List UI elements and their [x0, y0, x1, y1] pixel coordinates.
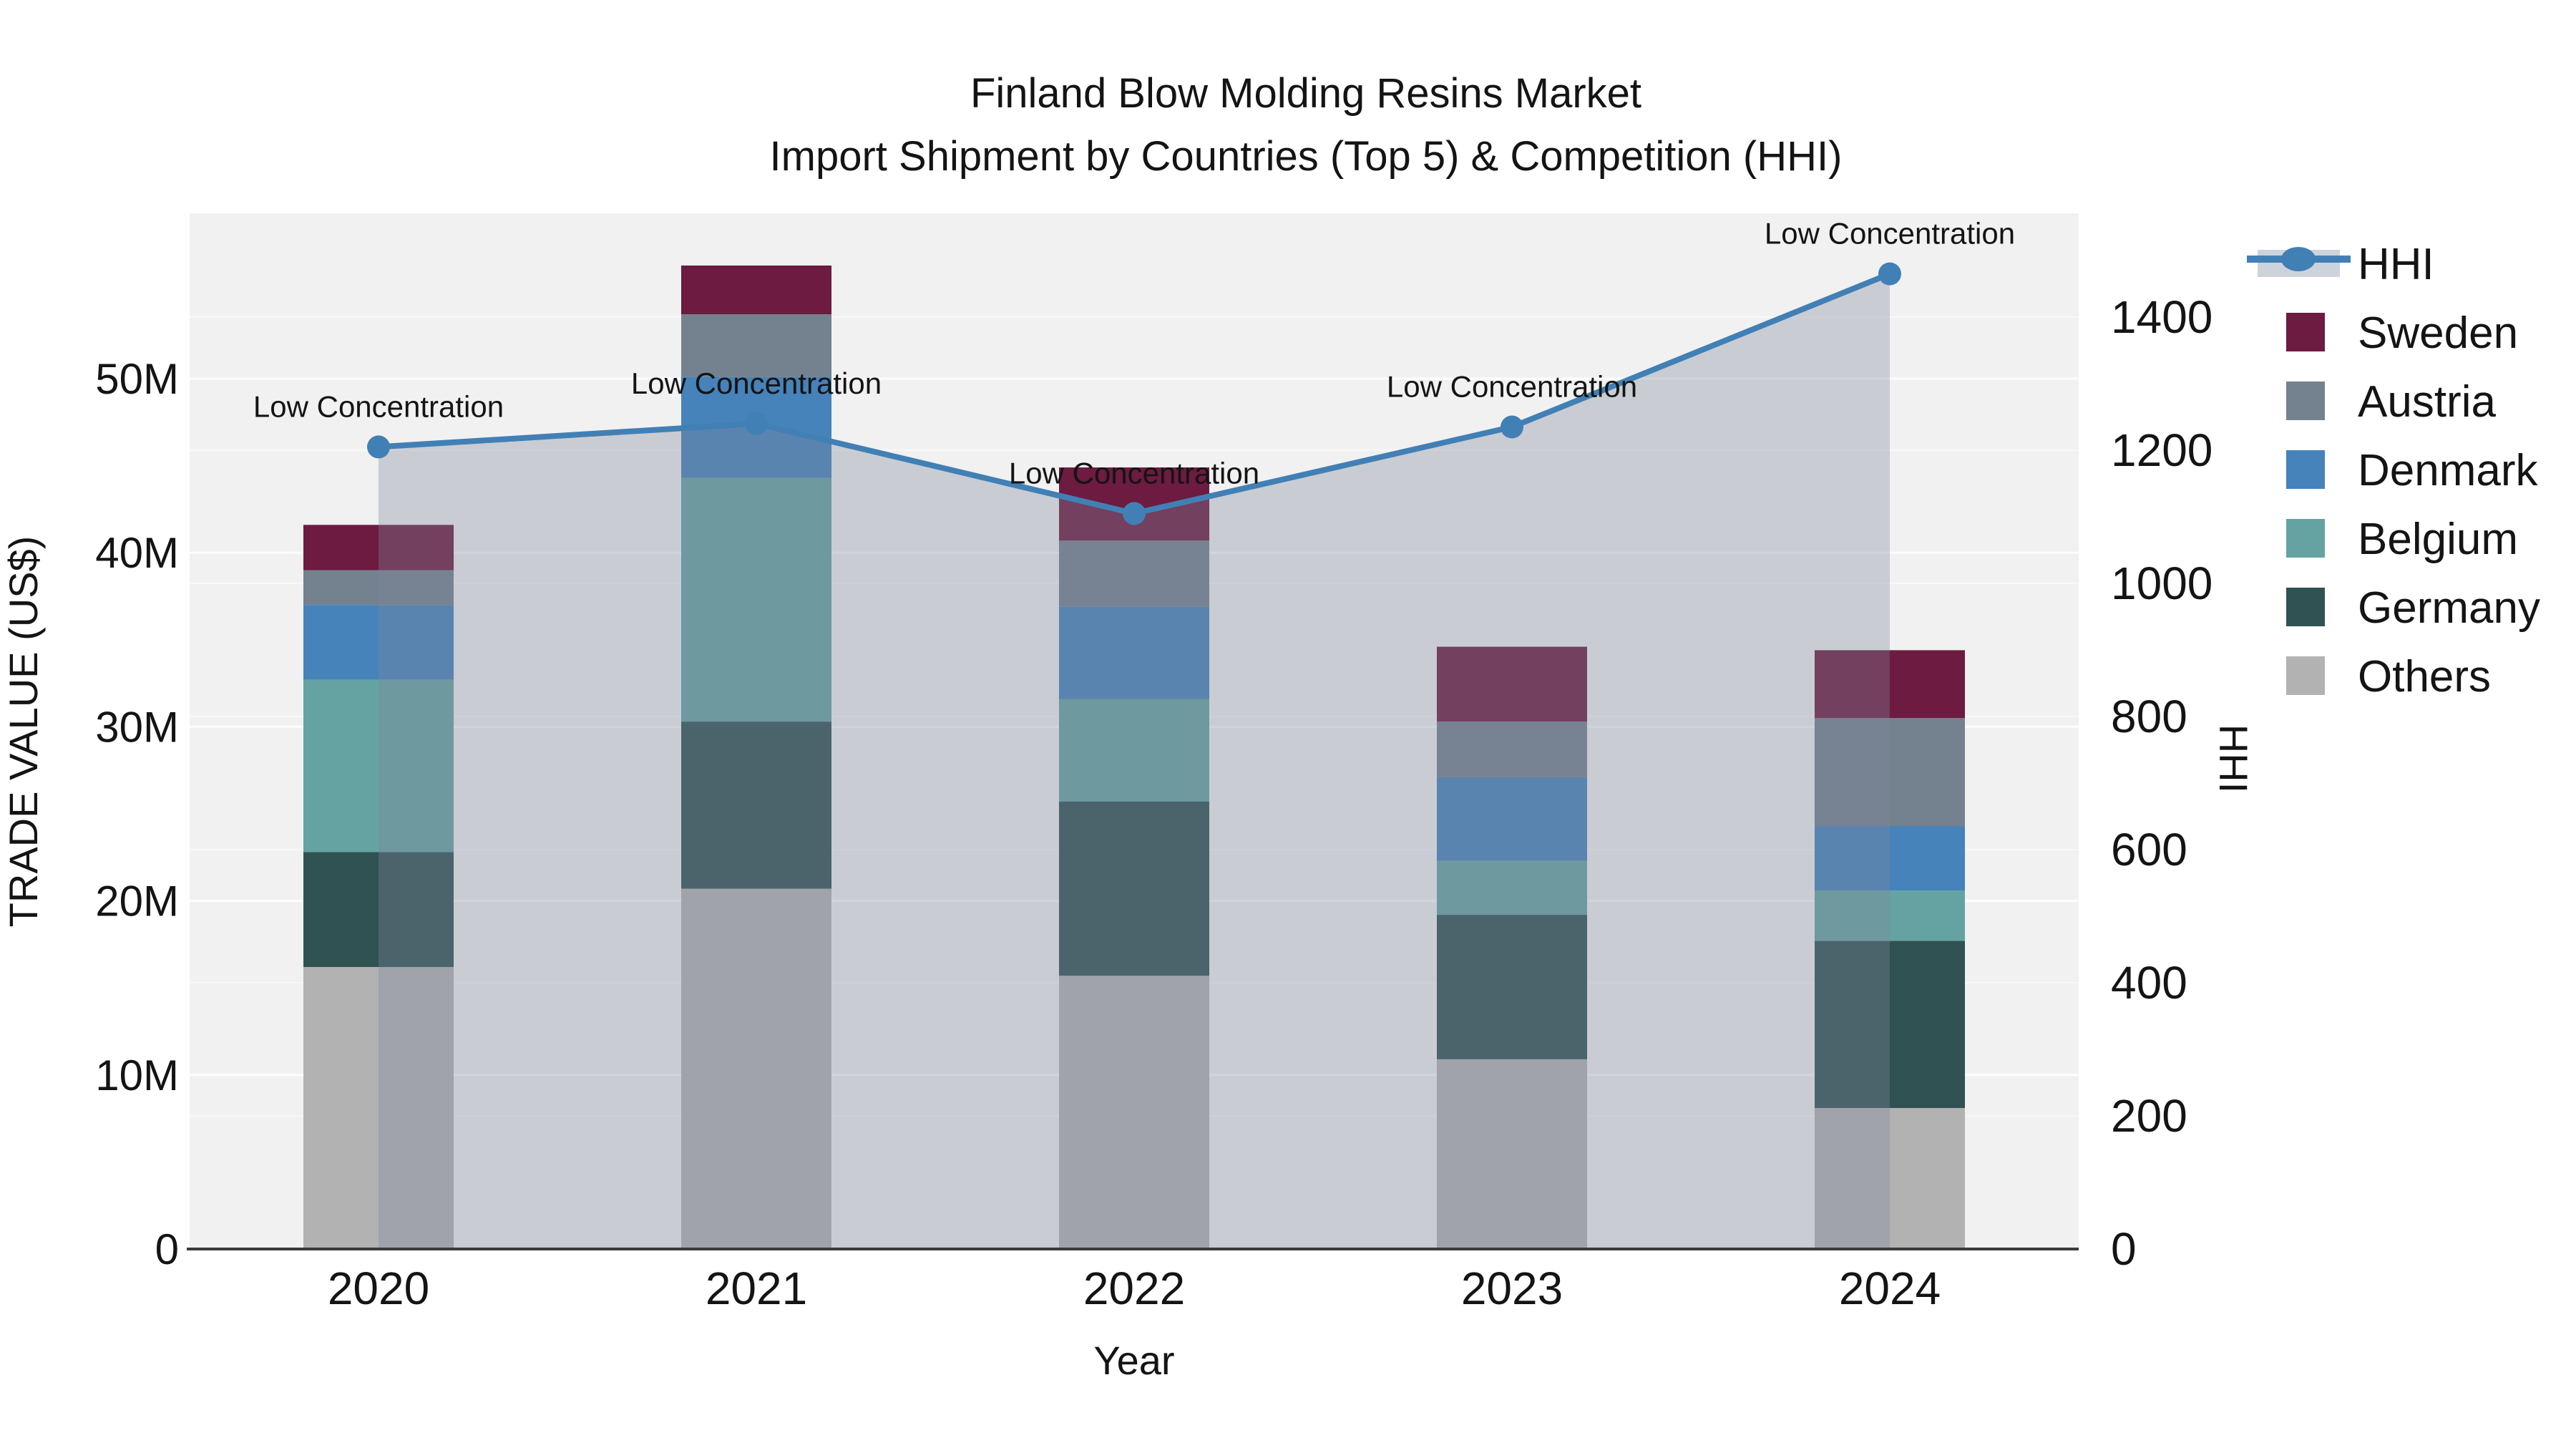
bar-segment-sweden-2024 — [1815, 650, 1965, 719]
bar-segment-austria-2023 — [1437, 721, 1587, 777]
bar-segment-belgium-2024 — [1815, 890, 1965, 941]
y-right-tick-label: 800 — [2111, 691, 2187, 742]
hhi-area — [379, 273, 1890, 1249]
legend-label-others: Others — [2358, 652, 2491, 701]
bar-segment-germany-2024 — [1815, 941, 1965, 1109]
legend-label-austria: Austria — [2358, 377, 2496, 427]
legend-label-sweden: Sweden — [2358, 308, 2518, 358]
bar-segment-others-2022 — [1059, 976, 1209, 1249]
x-tick-label: 2020 — [328, 1263, 429, 1314]
legend-swatch-germany — [2286, 588, 2325, 626]
legend-item-hhi: HHI — [2247, 240, 2434, 289]
bar-segment-belgium-2020 — [303, 679, 454, 852]
legend-label-hhi: HHI — [2358, 240, 2434, 289]
bar-segment-belgium-2023 — [1437, 860, 1587, 915]
y-left-tick-label: 50M — [95, 355, 179, 403]
bar-segment-germany-2021 — [681, 721, 831, 889]
legend-label-denmark: Denmark — [2358, 446, 2539, 495]
bar-segment-others-2020 — [303, 967, 454, 1249]
bar-segment-denmark-2023 — [1437, 777, 1587, 861]
bar-segment-denmark-2020 — [303, 605, 454, 680]
bar-segment-sweden-2021 — [681, 265, 831, 315]
annotation-low-concentration-2022: Low Concentration — [1009, 456, 1259, 490]
bar-segment-austria-2020 — [303, 570, 454, 606]
bar-segment-sweden-2020 — [303, 525, 454, 570]
legend-swatch-austria — [2286, 382, 2325, 420]
y-left-tick-label: 0 — [155, 1225, 179, 1273]
bar-segment-others-2021 — [681, 888, 831, 1249]
legend-swatch-sweden — [2286, 313, 2325, 351]
x-tick-label: 2023 — [1461, 1263, 1563, 1314]
bar-segment-austria-2022 — [1059, 540, 1209, 607]
y-left-tick-label: 10M — [95, 1051, 179, 1099]
y-left-tick-label: 20M — [95, 878, 179, 925]
legend-swatch-belgium — [2286, 519, 2325, 558]
x-tick-label: 2022 — [1083, 1263, 1185, 1314]
hhi-point-2024 — [1878, 262, 1901, 286]
legend-item-others: Others — [2286, 652, 2491, 701]
bar-segment-sweden-2023 — [1437, 646, 1587, 722]
bar-segment-germany-2020 — [303, 852, 454, 968]
hhi-point-2022 — [1123, 502, 1146, 525]
annotation-low-concentration-2021: Low Concentration — [631, 366, 882, 400]
legend-swatch-others — [2286, 656, 2325, 695]
y-left-tick-label: 40M — [95, 529, 179, 577]
y-right-tick-label: 1400 — [2111, 291, 2212, 343]
chart-title-line1: Finland Blow Molding Resins Market — [970, 70, 1641, 117]
bar-segment-denmark-2024 — [1815, 826, 1965, 891]
annotation-low-concentration-2024: Low Concentration — [1765, 217, 2015, 251]
legend-hhi-marker — [2281, 247, 2316, 271]
y-left-tick-label: 30M — [95, 703, 179, 751]
y-right-tick-label: 200 — [2111, 1090, 2187, 1142]
hhi-point-2020 — [367, 435, 390, 459]
annotation-low-concentration-2020: Low Concentration — [253, 389, 504, 423]
bar-segment-germany-2023 — [1437, 915, 1587, 1059]
y-right-tick-label: 1000 — [2111, 558, 2212, 609]
y-right-tick-label: 400 — [2111, 957, 2187, 1009]
annotation-low-concentration-2023: Low Concentration — [1387, 370, 1637, 404]
y-right-axis-title: HHI — [2211, 724, 2256, 793]
legend: HHI Sweden Austria Denmark Belgium Germany Oth… — [2247, 240, 2540, 701]
x-axis-title: Year — [1093, 1338, 1174, 1383]
legend-item-germany: Germany — [2286, 583, 2540, 633]
x-tick-label: 2024 — [1839, 1263, 1941, 1314]
hhi-point-2023 — [1501, 415, 1523, 439]
y-left-axis-title: TRADE VALUE (US$) — [1, 536, 46, 928]
bar-segment-belgium-2022 — [1059, 699, 1209, 802]
plot-area: Low Concentration Low Concentration Low Co… — [95, 213, 2212, 1314]
legend-item-belgium: Belgium — [2286, 515, 2518, 564]
chart-title-line2: Import Shipment by Countries (Top 5) & C… — [770, 133, 1843, 180]
legend-swatch-denmark — [2286, 450, 2325, 489]
legend-item-austria: Austria — [2286, 377, 2496, 427]
y-right-tick-label: 1200 — [2111, 424, 2212, 476]
legend-item-denmark: Denmark — [2286, 446, 2539, 495]
bar-segment-belgium-2021 — [681, 477, 831, 722]
x-tick-label: 2021 — [706, 1263, 807, 1314]
legend-label-belgium: Belgium — [2358, 515, 2518, 564]
bar-segment-austria-2024 — [1815, 718, 1965, 827]
bar-segment-others-2023 — [1437, 1059, 1587, 1249]
hhi-point-2021 — [745, 412, 768, 435]
y-right-tick-label: 0 — [2111, 1223, 2137, 1275]
legend-item-sweden: Sweden — [2286, 308, 2518, 358]
legend-label-germany: Germany — [2358, 583, 2540, 633]
bar-segment-germany-2022 — [1059, 801, 1209, 976]
bar-segment-austria-2021 — [681, 314, 831, 377]
bar-segment-others-2024 — [1815, 1108, 1965, 1249]
y-right-tick-label: 600 — [2111, 824, 2187, 875]
bar-segment-denmark-2022 — [1059, 606, 1209, 699]
